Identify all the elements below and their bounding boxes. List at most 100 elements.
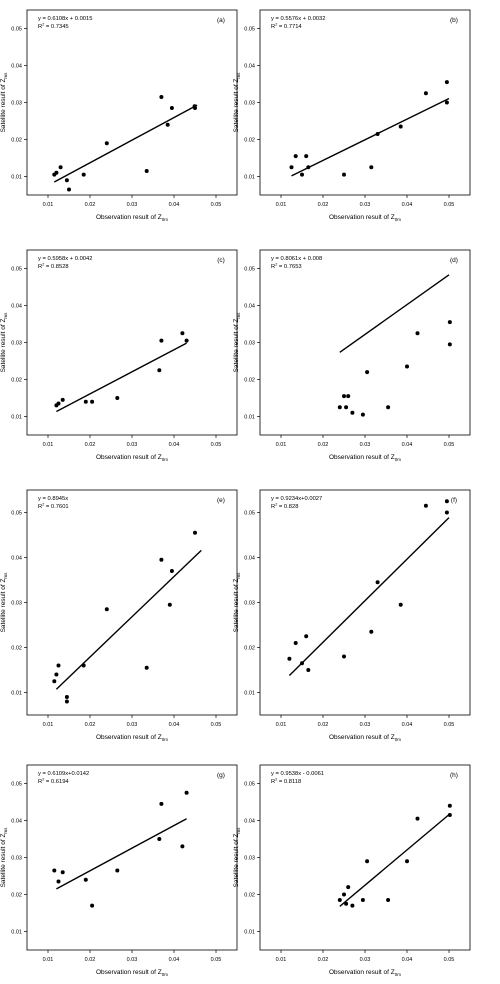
r-squared-symbol: R <box>271 264 275 270</box>
y-axis-title-text: Satellite result of Z <box>0 79 7 133</box>
y-tick-label: 0.01 <box>11 175 22 181</box>
y-axis-title-text: Satellite result of Z <box>233 319 240 373</box>
y-tick-label: 0.04 <box>244 64 255 70</box>
panel-label: (d) <box>450 257 458 264</box>
y-axis-title-subscript: ms <box>3 72 8 79</box>
y-tick-label: 0.02 <box>244 646 255 652</box>
y-axis-title: Satellite result of Zms <box>233 312 241 373</box>
r-squared-symbol: R <box>271 504 275 510</box>
y-tick-label: 0.01 <box>244 415 255 421</box>
data-point <box>157 837 162 841</box>
r-squared: R2 = 0.7653 <box>271 263 302 271</box>
y-tick-label: 0.05 <box>244 511 255 517</box>
y-tick-label: 0.04 <box>11 819 22 825</box>
x-tick-label: 0.04 <box>169 442 180 448</box>
y-tick-label: 0.02 <box>244 138 255 144</box>
data-point <box>104 607 109 612</box>
data-point <box>350 903 355 908</box>
r-squared-value: = 0.7714 <box>277 24 302 30</box>
data-point <box>104 141 109 146</box>
regression-line <box>53 104 198 183</box>
data-point <box>304 154 309 159</box>
data-point <box>444 100 449 105</box>
data-point <box>346 885 351 890</box>
x-tick-label: 0.04 <box>402 202 413 208</box>
data-point <box>81 663 86 668</box>
x-tick-label: 0.01 <box>276 722 287 728</box>
x-tick-label: 0.02 <box>318 957 329 963</box>
data-point <box>64 178 69 183</box>
regression-line <box>291 97 450 177</box>
panel-label: (b) <box>450 17 458 24</box>
y-tick-label: 0.02 <box>11 378 22 384</box>
y-axis-title-text: Satellite result of Z <box>0 319 7 373</box>
y-tick-label: 0.05 <box>11 511 22 517</box>
data-point <box>405 364 409 369</box>
data-point <box>337 405 342 410</box>
regression-line <box>339 814 450 907</box>
plot-frame <box>259 489 471 716</box>
x-tick-label: 0.04 <box>169 722 180 728</box>
data-point <box>300 172 304 177</box>
x-tick-label: 0.05 <box>444 442 455 448</box>
y-tick-label: 0.05 <box>244 782 255 788</box>
y-axis-title-subscript: ms <box>3 827 8 834</box>
panel-label: (f) <box>451 497 457 504</box>
data-point <box>90 399 95 404</box>
data-point <box>184 338 189 343</box>
data-point <box>293 154 298 159</box>
y-tick-label: 0.01 <box>11 930 22 936</box>
x-axis-title: Observation result of Z0m <box>96 214 168 222</box>
scatter-panel: 0.01 0.02 0.03 0.04 0.05 0.01 0.02 0.03 0.04 0.05… <box>0 9 238 222</box>
data-point <box>287 656 292 661</box>
x-tick-label: 0.05 <box>211 442 222 448</box>
x-tick-label: 0.02 <box>85 957 96 963</box>
data-point <box>444 510 449 515</box>
plot-frame <box>259 9 471 196</box>
y-tick-label: 0.03 <box>11 101 22 107</box>
data-point <box>169 106 174 111</box>
y-axis-title-subscript: ms <box>236 827 241 834</box>
x-tick-label: 0.02 <box>318 202 329 208</box>
data-point <box>360 898 365 903</box>
r-squared: R2 = 0.7345 <box>38 23 69 31</box>
data-point <box>90 903 95 908</box>
r-squared: R2 = 0.828 <box>271 503 298 511</box>
x-tick-label: 0.03 <box>127 442 138 448</box>
data-point <box>293 641 298 645</box>
y-axis-title-subscript: ms <box>236 72 241 79</box>
r-squared-value: = 0.8528 <box>44 264 68 270</box>
x-tick-label: 0.05 <box>211 722 222 728</box>
data-point <box>386 898 391 903</box>
data-point <box>169 569 174 573</box>
panel-label: (g) <box>217 772 225 779</box>
x-axis-title-text: Observation result of Z <box>96 454 162 461</box>
y-axis-title-text: Satellite result of Z <box>0 579 7 633</box>
data-point <box>56 879 61 884</box>
data-point <box>398 602 403 607</box>
x-tick-label: 0.02 <box>85 442 96 448</box>
x-tick-label: 0.02 <box>318 722 329 728</box>
x-tick-label: 0.03 <box>360 442 371 448</box>
y-axis-title-subscript: ms <box>236 572 241 579</box>
r-squared-exponent: 2 <box>42 778 44 782</box>
x-tick-label: 0.05 <box>444 722 455 728</box>
data-point <box>64 695 69 699</box>
data-point <box>342 172 346 177</box>
scatter-panel: 0.01 0.02 0.03 0.04 0.05 0.01 0.02 0.03 0.04 0.05… <box>233 9 471 222</box>
x-tick-label: 0.01 <box>43 957 54 963</box>
data-point <box>54 170 59 175</box>
x-tick-label: 0.03 <box>127 722 138 728</box>
fit-equation: y = 0.8945x <box>38 496 68 502</box>
data-point <box>306 668 311 672</box>
fit-equation: y = 0.9538x - 0.0061 <box>271 771 324 777</box>
data-point <box>167 602 172 607</box>
y-tick-label: 0.05 <box>11 267 22 273</box>
x-axis-title-subscript: 0m <box>395 972 402 977</box>
r-squared-exponent: 2 <box>275 503 277 507</box>
scatter-panel: 0.01 0.02 0.03 0.04 0.05 0.01 0.02 0.03 0.04 0.05… <box>0 764 238 977</box>
x-tick-label: 0.05 <box>211 957 222 963</box>
panel-label: (a) <box>217 17 225 24</box>
y-axis-title-subscript: ms <box>3 312 8 319</box>
data-point <box>144 168 149 173</box>
